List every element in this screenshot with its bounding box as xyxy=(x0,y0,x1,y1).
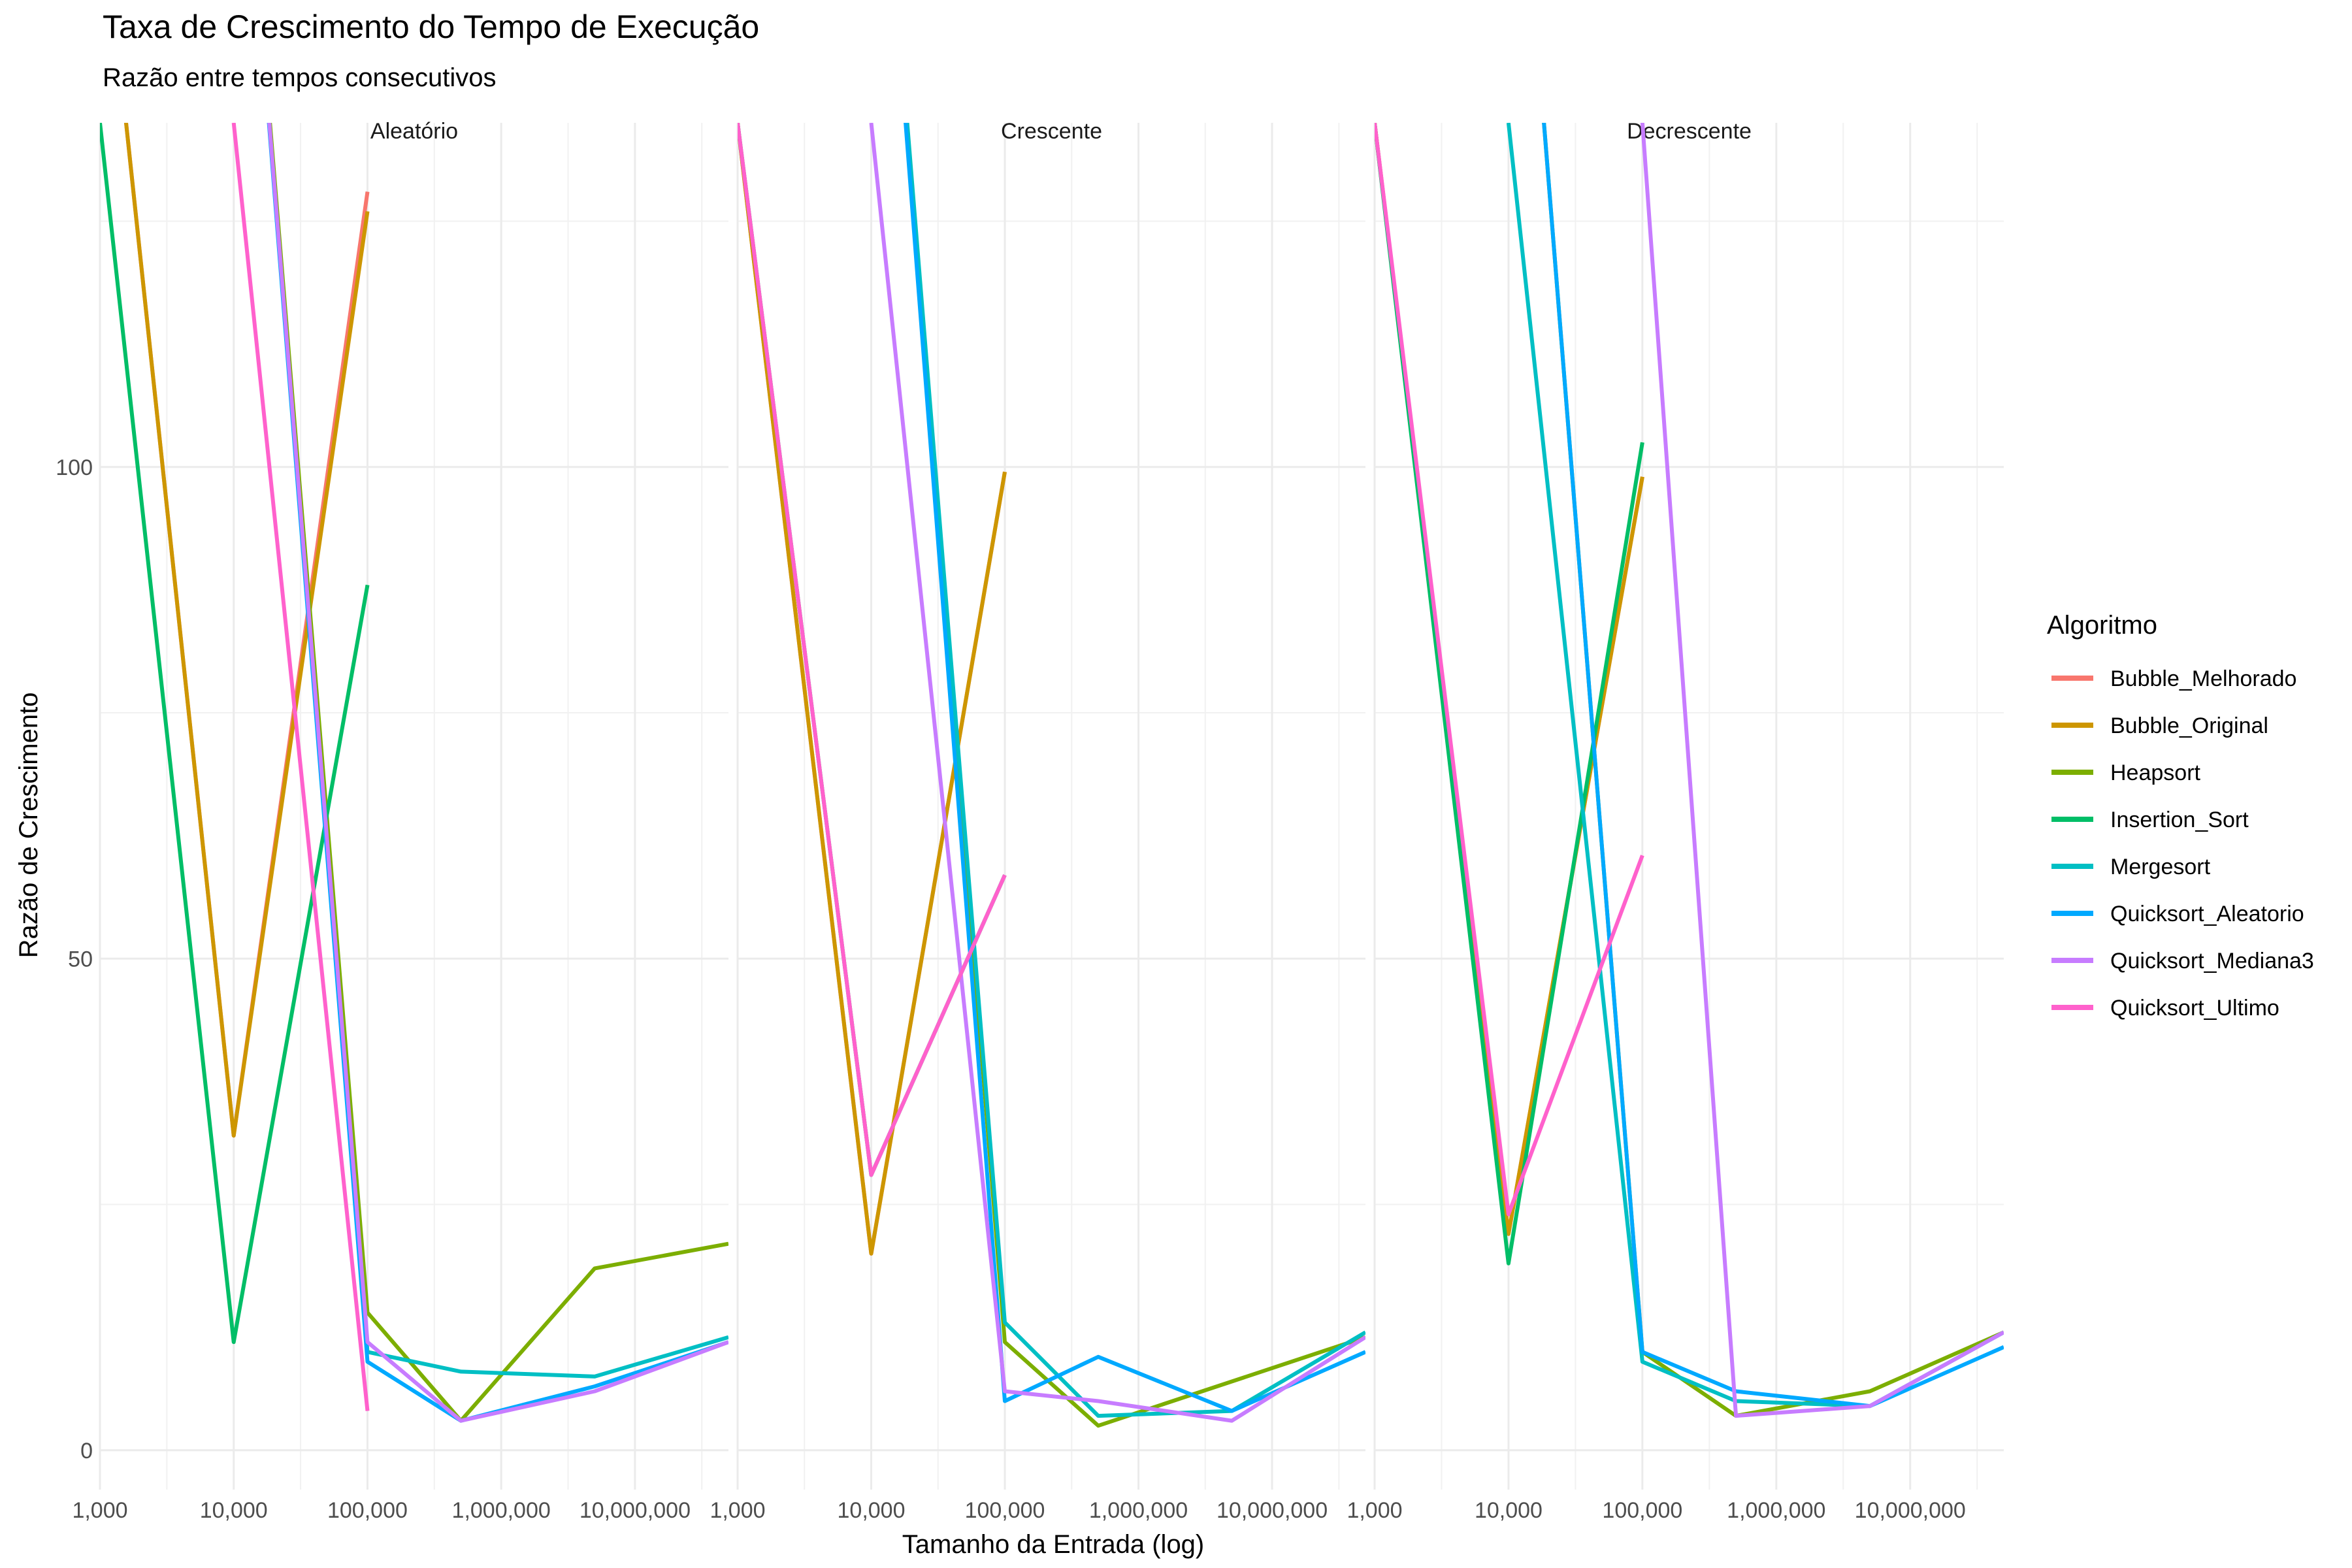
panel-aleatorio: Aleatório 1,000 10,000 100,000 1,000,000 10,0… xyxy=(56,119,728,1523)
x-tick-label: 1,000,000 xyxy=(452,1498,551,1523)
x-tick-label: 100,000 xyxy=(1602,1498,1682,1523)
legend-item-quicksort-mediana3: Quicksort_Mediana3 xyxy=(2051,949,2314,973)
x-tick-label: 1,000 xyxy=(1347,1498,1402,1523)
series-line-quicksort-mediana3 xyxy=(267,123,728,1423)
series-line-quicksort-ultimo xyxy=(738,123,1007,1177)
series-line-quicksort-ultimo xyxy=(1375,123,1644,1217)
series-line-mergesort xyxy=(905,123,1365,1418)
legend-label: Quicksort_Mediana3 xyxy=(2110,949,2314,973)
panel-title: Crescente xyxy=(1001,119,1102,144)
series-line-quicksort-mediana3 xyxy=(869,123,1365,1423)
legend: Algoritmo Bubble_Melhorado Bubble_Origina… xyxy=(2047,611,2314,1021)
panel-crescente: Crescente 1,000 10,000 100,000 1,000,000 10,0… xyxy=(710,119,1365,1523)
legend-label: Quicksort_Ultimo xyxy=(2110,996,2279,1021)
series-line-quicksort-ultimo xyxy=(231,123,370,1411)
y-tick-label: 100 xyxy=(56,455,93,480)
legend-title: Algoritmo xyxy=(2047,611,2157,640)
x-tick-label: 100,000 xyxy=(965,1498,1045,1523)
x-tick-label: 10,000 xyxy=(838,1498,906,1523)
x-tick-label: 10,000 xyxy=(200,1498,268,1523)
y-axis-title: Razão de Crescimento xyxy=(14,693,43,958)
legend-items: Bubble_Melhorado Bubble_Original Heapsort I… xyxy=(2051,666,2314,1021)
x-tick-label: 1,000 xyxy=(72,1498,127,1523)
legend-label: Heapsort xyxy=(2110,760,2201,785)
legend-label: Quicksort_Aleatorio xyxy=(2110,902,2304,926)
x-axis-title: Tamanho da Entrada (log) xyxy=(902,1530,1205,1559)
x-tick-label: 1,000 xyxy=(710,1498,765,1523)
chart-subtitle: Razão entre tempos consecutivos xyxy=(103,63,497,92)
y-tick-label: 0 xyxy=(80,1439,93,1463)
x-tick-label: 1,000,000 xyxy=(1727,1498,1825,1523)
legend-item-bubble-original: Bubble_Original xyxy=(2051,713,2268,738)
panel-title: Decrescente xyxy=(1627,119,1752,144)
x-tick-label: 100,000 xyxy=(327,1498,408,1523)
legend-label: Insertion_Sort xyxy=(2110,808,2249,832)
legend-label: Bubble_Melhorado xyxy=(2110,666,2296,691)
y-tick-label: 50 xyxy=(68,947,93,972)
legend-item-bubble-melhorado: Bubble_Melhorado xyxy=(2051,666,2296,691)
series-line-bubble-original xyxy=(123,123,370,1138)
legend-item-insertion-sort: Insertion_Sort xyxy=(2051,808,2249,832)
panel-title: Aleatório xyxy=(370,119,458,144)
legend-label: Bubble_Original xyxy=(2110,713,2268,738)
series-line-insertion-sort xyxy=(1375,123,1644,1266)
series-lines xyxy=(1375,123,2004,1418)
legend-item-quicksort-aleatorio: Quicksort_Aleatorio xyxy=(2051,902,2304,926)
x-tick-label: 1,000,000 xyxy=(1089,1498,1188,1523)
panel-decrescente: Decrescente 1,000 10,000 100,000 1,000,000 10… xyxy=(1347,119,2004,1523)
series-lines xyxy=(100,123,728,1423)
series-line-bubble-original xyxy=(738,123,1007,1256)
series-line-insertion-sort xyxy=(100,123,370,1345)
x-tick-label: 10,000,000 xyxy=(1855,1498,1966,1523)
legend-item-heapsort: Heapsort xyxy=(2051,760,2201,785)
x-tick-label: 10,000 xyxy=(1475,1498,1543,1523)
chart-title: Taxa de Crescimento do Tempo de Execução xyxy=(103,8,759,45)
x-tick-label: 10,000,000 xyxy=(580,1498,691,1523)
x-tick-label: 10,000,000 xyxy=(1217,1498,1328,1523)
series-lines xyxy=(738,123,1365,1428)
series-line-quicksort-mediana3 xyxy=(1640,123,2004,1418)
panels-layer: Aleatório 1,000 10,000 100,000 1,000,000 10,0… xyxy=(56,119,2004,1523)
legend-item-quicksort-ultimo: Quicksort_Ultimo xyxy=(2051,996,2279,1021)
legend-label: Mergesort xyxy=(2110,855,2211,879)
legend-item-mergesort: Mergesort xyxy=(2051,855,2211,879)
